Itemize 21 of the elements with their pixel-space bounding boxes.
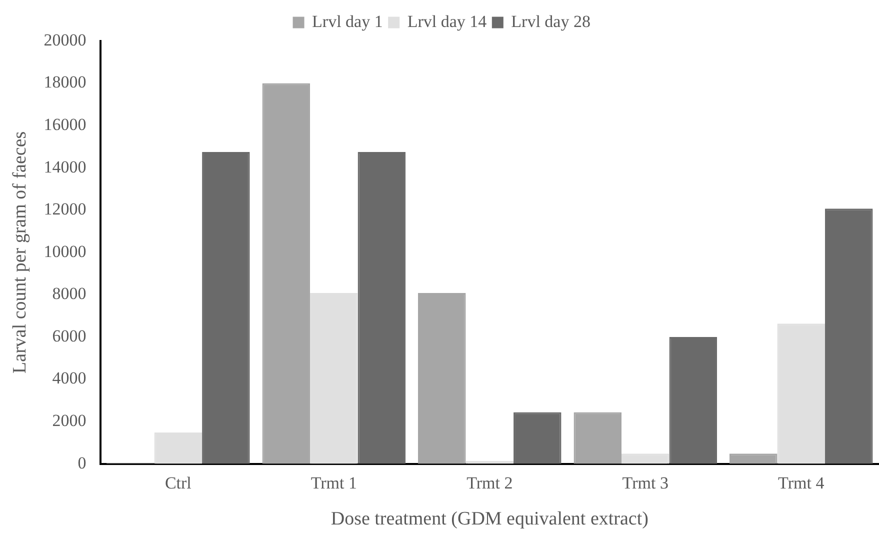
y-tick-label: 16000 (44, 115, 86, 134)
legend-label: Lrvl day 28 (511, 12, 590, 31)
y-tick-label: 12000 (44, 200, 86, 219)
x-axis-title: Dose treatment (GDM equivalent extract) (330, 508, 648, 530)
legend-label: Lrvl day 1 (312, 12, 383, 31)
y-tick-label: 6000 (52, 326, 86, 346)
x-tick-label: Trmt 2 (466, 473, 513, 492)
y-tick-label: 0 (78, 453, 86, 472)
y-tick-label: 8000 (52, 284, 86, 304)
y-tick-label: 4000 (52, 368, 86, 388)
y-tick-label: 14000 (44, 157, 86, 176)
y-tick-label: 18000 (44, 72, 86, 92)
x-tick-label: Trmt 4 (778, 473, 825, 492)
x-tick-label: Trmt 1 (310, 473, 357, 492)
x-tick-label: Trmt 3 (622, 473, 668, 492)
y-tick-label: 2000 (52, 410, 86, 430)
x-tick-label: Ctrl (164, 473, 192, 492)
y-tick-label: 20000 (44, 30, 86, 50)
y-tick-label: 10000 (44, 242, 86, 261)
legend-label: Lrvl day 14 (407, 12, 488, 31)
y-axis-title: Larval count per gram of faeces (9, 131, 30, 374)
